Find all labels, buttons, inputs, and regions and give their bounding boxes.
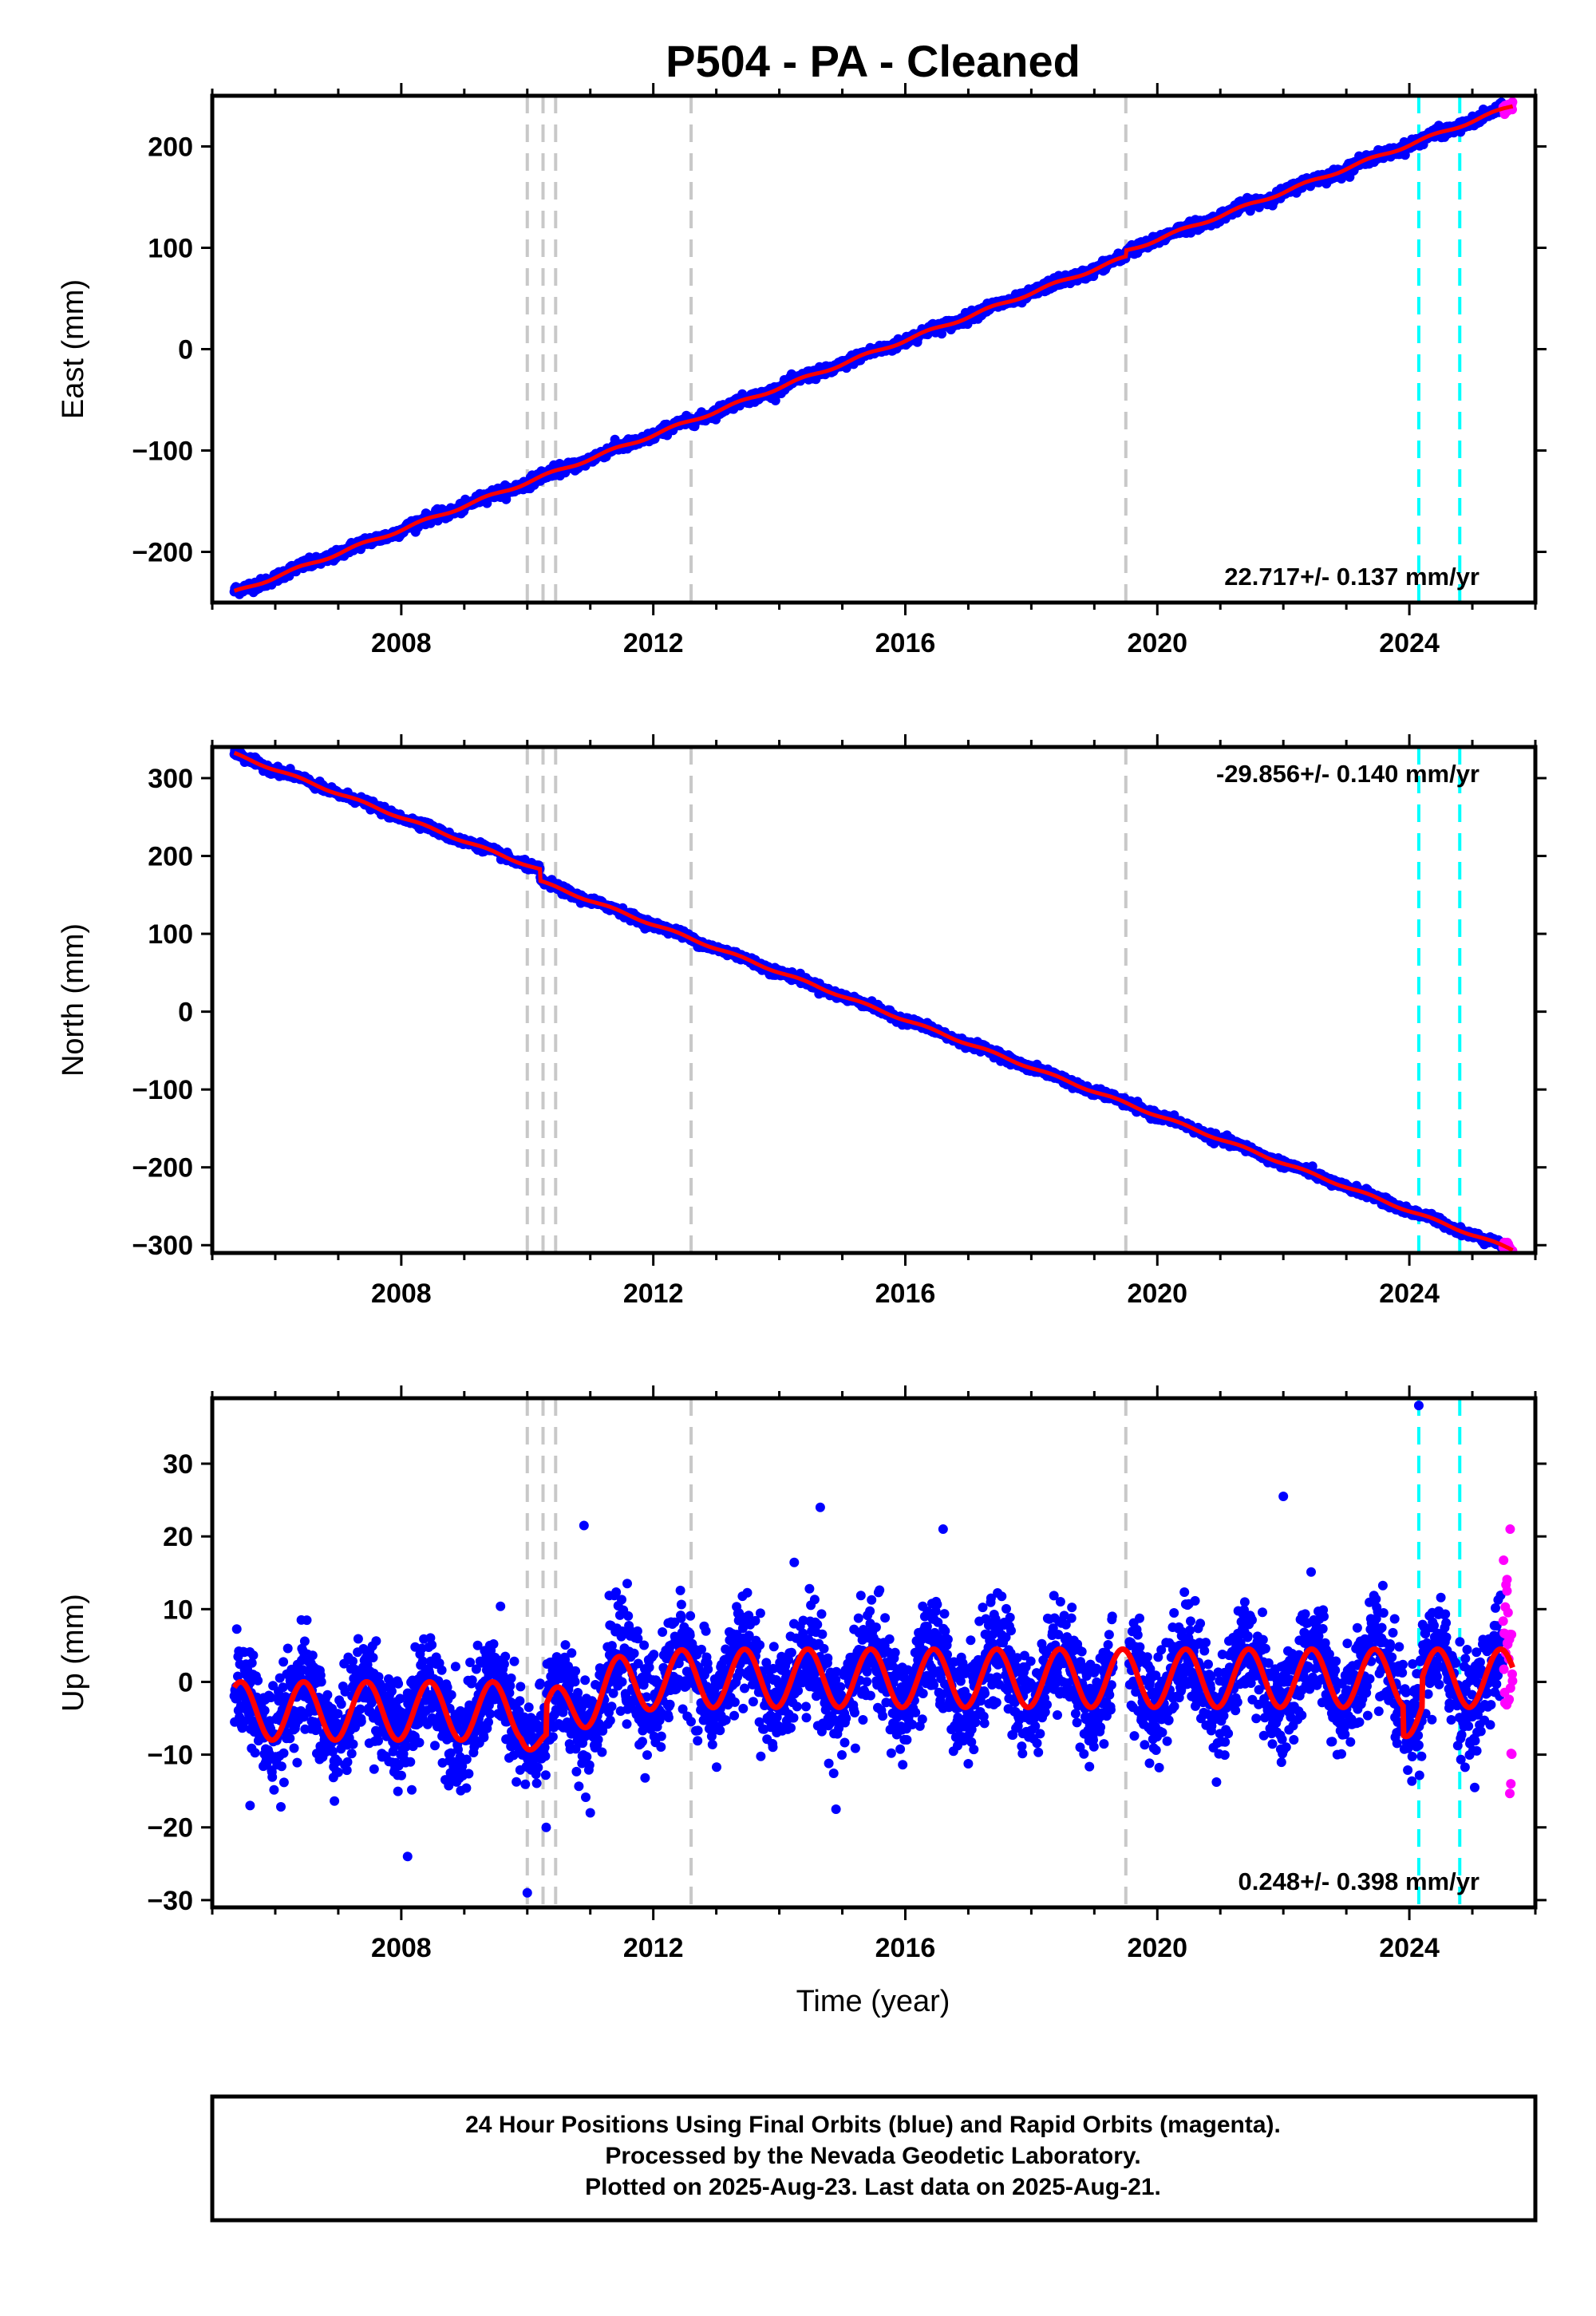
x-tick-label: 2008 [371, 628, 432, 658]
plot-area [229, 747, 1518, 1253]
y-tick-label: 200 [148, 132, 193, 163]
y-tick-label: −200 [132, 1153, 193, 1184]
x-tick-label: 2020 [1127, 628, 1187, 658]
y-axis-label: East (mm) [57, 279, 90, 419]
plot-area [229, 96, 1518, 603]
y-tick-label: 100 [148, 234, 193, 264]
x-tick-label: 2024 [1379, 628, 1440, 658]
y-tick-label: 0 [178, 335, 193, 366]
final-orbit-points [229, 97, 1508, 599]
velocity-label: 22.717+/- 0.137 mm/yr [1224, 563, 1479, 591]
y-tick-label: −200 [132, 538, 193, 568]
model-fit-line [233, 104, 1514, 593]
plot-title: P504 - PA - Cleaned [666, 36, 1080, 86]
x-tick-label: 2012 [623, 628, 684, 658]
y-tick-label: −100 [132, 437, 193, 467]
y-tick-label: −300 [132, 1231, 193, 1261]
x-tick-label: 2016 [875, 628, 936, 658]
data-point [937, 329, 947, 339]
rapid-point [1507, 97, 1518, 107]
east-panel: −200 −100 0 100 200 2008 2012 2016 2020 2024 East … [57, 83, 1547, 658]
